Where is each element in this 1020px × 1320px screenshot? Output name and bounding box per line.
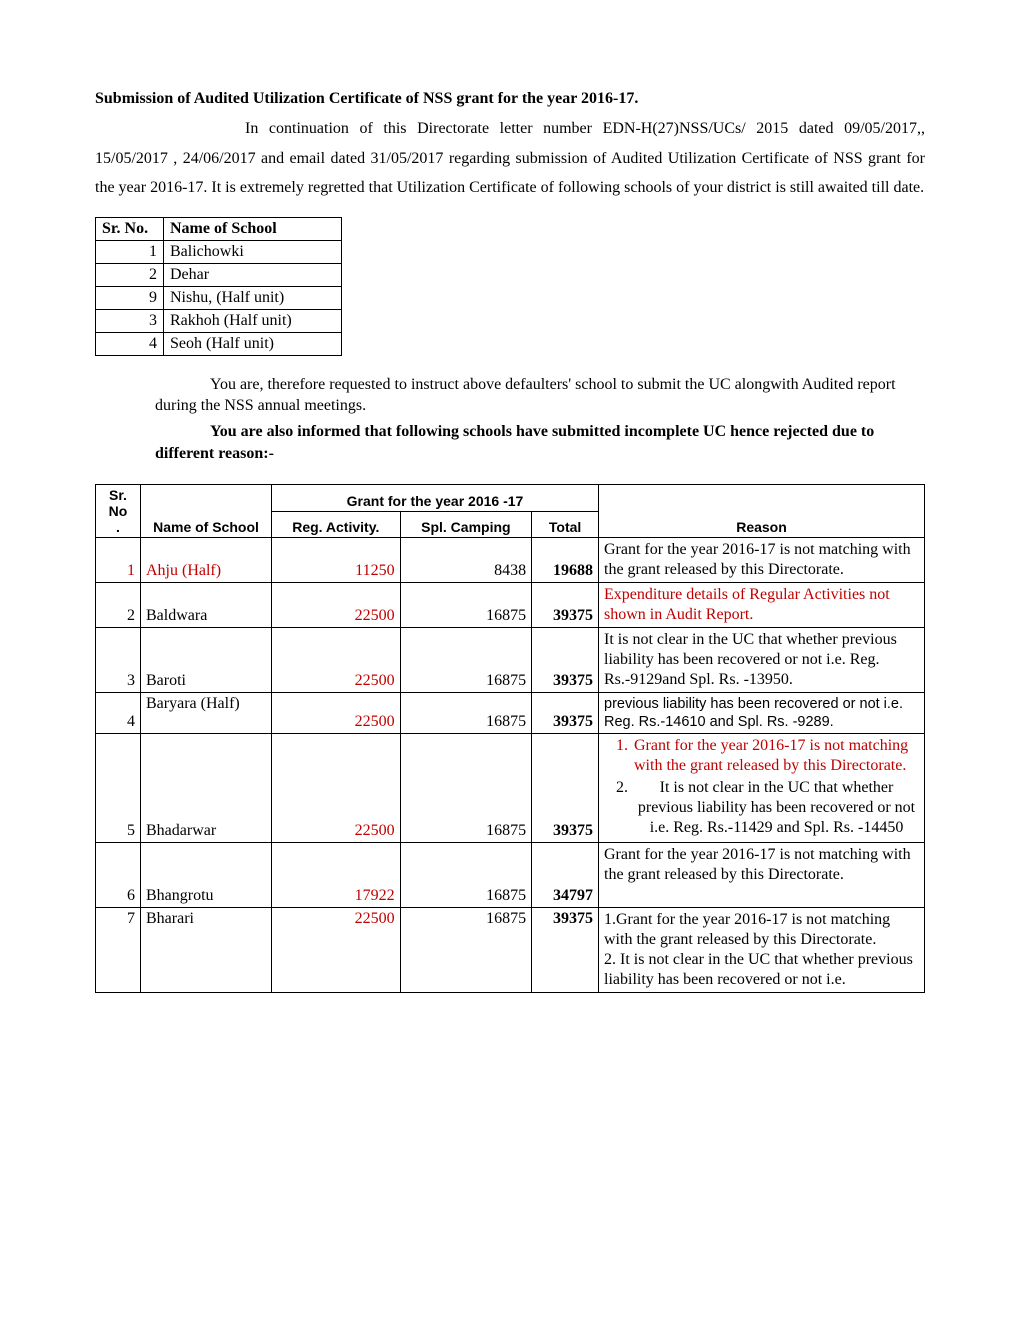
mid-paragraph-1: You are, therefore requested to instruct… xyxy=(155,374,925,417)
t2-header-reg: Reg. Activity. xyxy=(272,511,401,538)
table-row: 2 Baldwara 22500 16875 39375 Expenditure… xyxy=(96,583,925,628)
intro-text: In continuation of this Directorate lett… xyxy=(95,120,925,196)
t1-header-name: Name of School xyxy=(164,217,342,240)
table-row: 9Nishu, (Half unit) xyxy=(96,286,342,309)
t2-header-grant: Grant for the year 2016 -17 xyxy=(272,485,599,512)
t2-header-total: Total xyxy=(532,511,599,538)
mid-paragraph-2: You are also informed that following sch… xyxy=(155,421,925,464)
table-row: 4 Baryara (Half) 22500 16875 39375 previ… xyxy=(96,693,925,734)
defaulters-table: Sr. No. Name of School 1Balichowki 2Deha… xyxy=(95,217,342,356)
table-row: 2Dehar xyxy=(96,263,342,286)
intro-paragraph: In continuation of this Directorate lett… xyxy=(95,114,925,203)
table-row: 7 Bharari 22500 16875 39375 1.Grant for … xyxy=(96,908,925,993)
table-row: 5 Bhadarwar 22500 16875 39375 Grant for … xyxy=(96,734,925,843)
t2-header-spl: Spl. Camping xyxy=(400,511,532,538)
table-row: 1Balichowki xyxy=(96,240,342,263)
table-row: 4Seoh (Half unit) xyxy=(96,332,342,355)
reason-cell: Grant for the year 2016-17 is not matchi… xyxy=(599,734,925,843)
table-row: 3 Baroti 22500 16875 39375 It is not cle… xyxy=(96,628,925,693)
page-title: Submission of Audited Utilization Certif… xyxy=(95,90,925,108)
table-row: 6 Bhangrotu 17922 16875 34797 Grant for … xyxy=(96,843,925,908)
t1-header-sr: Sr. No. xyxy=(96,217,164,240)
t2-header-reason: Reason xyxy=(599,485,925,538)
table-row: 3Rakhoh (Half unit) xyxy=(96,309,342,332)
table-row: 1 Ahju (Half) 11250 8438 19688 Grant for… xyxy=(96,538,925,583)
t2-header-name: Name of School xyxy=(141,485,272,538)
rejected-table: Sr. No. Name of School Grant for the yea… xyxy=(95,484,925,993)
t2-header-sr: Sr. No. xyxy=(96,485,141,538)
